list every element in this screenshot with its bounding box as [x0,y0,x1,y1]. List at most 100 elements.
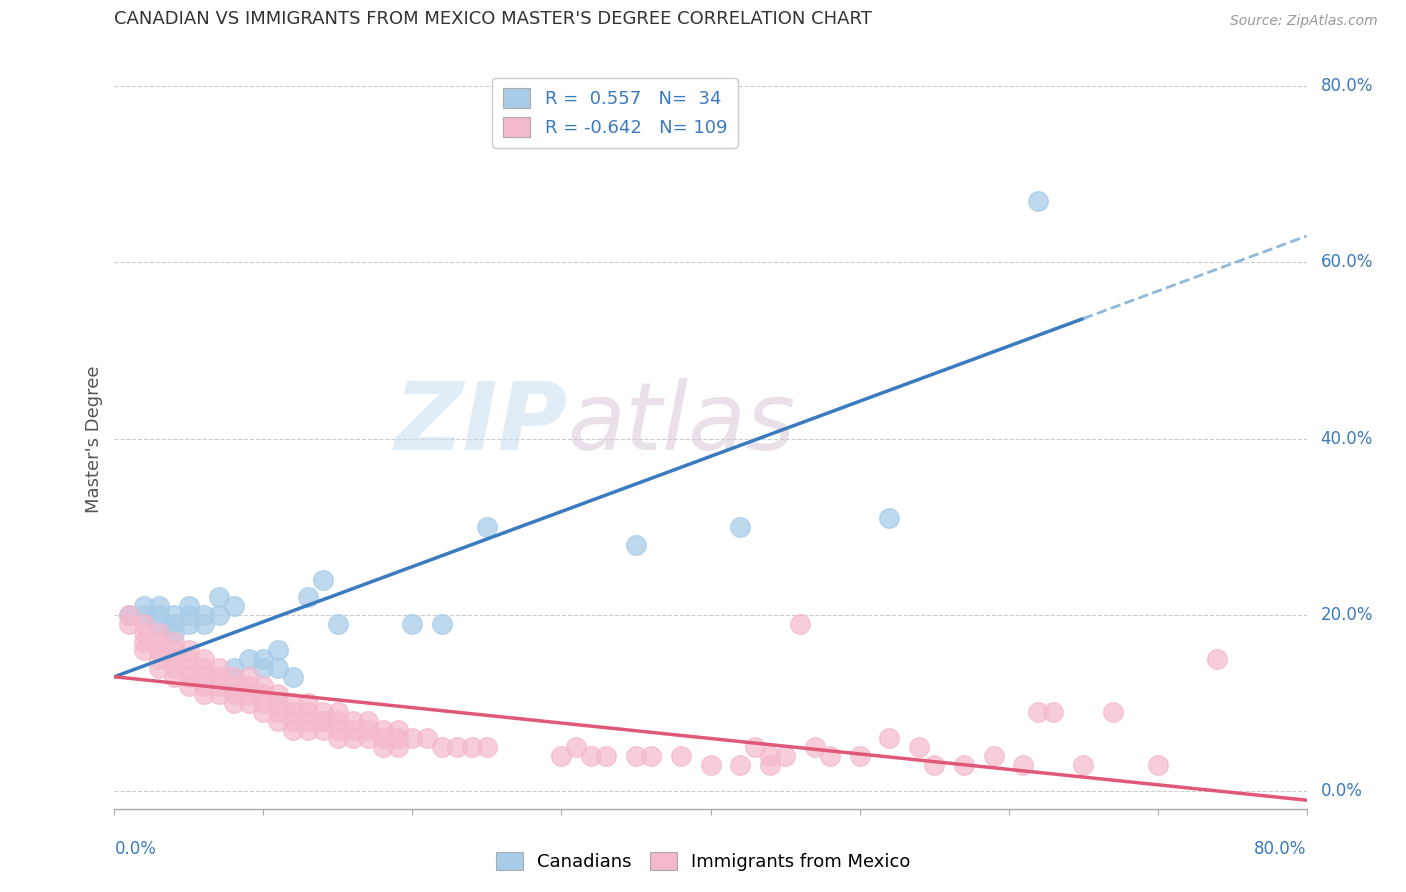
Point [238,670,260,684]
Point [624,537,647,551]
Point [134,625,156,640]
Point [297,696,319,710]
Point [475,520,498,534]
Point [148,599,170,614]
Point [134,643,156,657]
Point [789,616,811,631]
Point [222,679,245,693]
Point [134,616,156,631]
Point [312,723,335,737]
Point [953,758,976,772]
Point [252,652,274,666]
Point [401,616,423,631]
Point [297,714,319,728]
Point [208,679,231,693]
Point [148,661,170,675]
Point [163,661,186,675]
Point [118,608,141,623]
Point [550,749,572,764]
Point [371,723,394,737]
Point [208,670,231,684]
Point [371,740,394,755]
Point [759,749,782,764]
Point [342,723,364,737]
Point [222,670,245,684]
Point [222,687,245,701]
Point [148,634,170,648]
Point [134,599,156,614]
Point [222,661,245,675]
Point [326,714,349,728]
Point [312,714,335,728]
Point [326,705,349,719]
Point [848,749,870,764]
Point [297,705,319,719]
Point [342,714,364,728]
Point [163,670,186,684]
Point [326,723,349,737]
Point [401,731,423,746]
Point [922,758,945,772]
Point [283,696,305,710]
Point [312,573,335,587]
Point [669,749,692,764]
Point [879,511,901,525]
Point [1042,705,1064,719]
Point [193,616,215,631]
Point [193,679,215,693]
Point [134,634,156,648]
Point [1028,705,1050,719]
Point [818,749,841,764]
Point [342,731,364,746]
Point [208,608,231,623]
Point [163,608,186,623]
Point [252,679,274,693]
Point [730,758,752,772]
Text: 0.0%: 0.0% [1320,782,1362,800]
Point [908,740,931,755]
Point [252,687,274,701]
Point [432,740,454,755]
Point [193,652,215,666]
Point [148,616,170,631]
Point [624,749,647,764]
Point [371,731,394,746]
Text: 40.0%: 40.0% [1320,430,1374,448]
Point [193,687,215,701]
Text: atlas: atlas [568,378,796,469]
Point [461,740,484,755]
Point [283,723,305,737]
Point [193,661,215,675]
Point [1071,758,1094,772]
Point [267,687,290,701]
Text: 20.0%: 20.0% [1320,606,1374,624]
Point [283,714,305,728]
Point [238,652,260,666]
Point [312,705,335,719]
Point [163,616,186,631]
Point [744,740,766,755]
Point [297,723,319,737]
Point [416,731,439,746]
Point [177,670,200,684]
Point [773,749,796,764]
Point [357,731,380,746]
Point [267,643,290,657]
Point [730,520,752,534]
Text: 0.0%: 0.0% [114,840,156,858]
Point [177,608,200,623]
Point [177,679,200,693]
Point [357,723,380,737]
Point [1028,194,1050,208]
Y-axis label: Master's Degree: Master's Degree [86,365,103,513]
Point [699,758,721,772]
Point [640,749,662,764]
Point [267,696,290,710]
Point [177,643,200,657]
Point [326,616,349,631]
Point [208,591,231,605]
Point [148,643,170,657]
Point [163,652,186,666]
Point [879,731,901,746]
Point [163,625,186,640]
